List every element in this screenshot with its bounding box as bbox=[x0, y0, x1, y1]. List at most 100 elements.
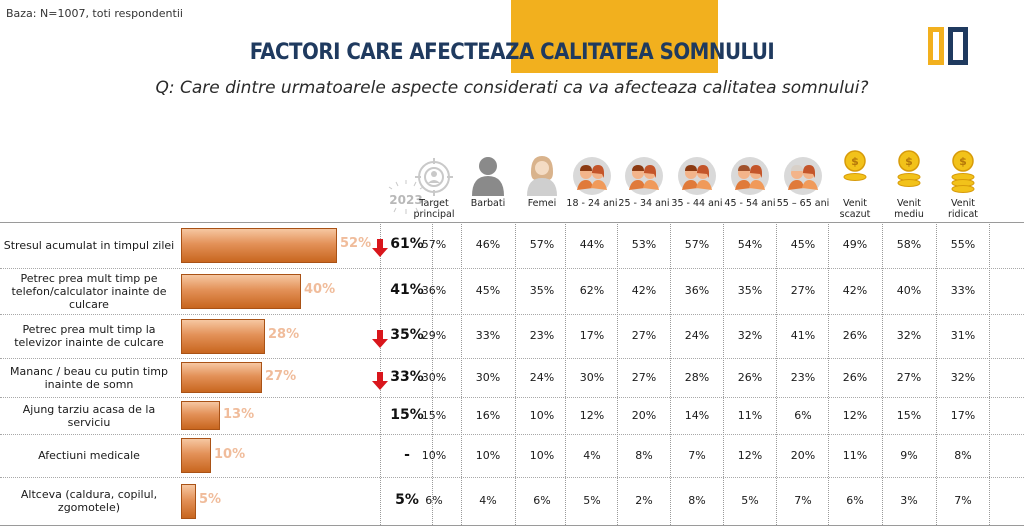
row-label: Mananc / beau cu putin timp inainte de s… bbox=[10, 364, 168, 391]
table-cell: 35% bbox=[737, 284, 763, 297]
column-header: Target principal bbox=[407, 150, 461, 220]
title-highlight-band bbox=[511, 0, 718, 73]
table-cell: 6% bbox=[533, 494, 551, 507]
column-divider bbox=[461, 222, 462, 525]
table-cell: 27% bbox=[790, 284, 816, 297]
man-icon bbox=[468, 150, 508, 196]
table-cell: 35% bbox=[529, 284, 555, 297]
row-label: Petrec prea mult timp pe telefon/calcula… bbox=[11, 271, 167, 311]
table-cell: 45% bbox=[790, 238, 816, 251]
table-cell: 7% bbox=[794, 494, 812, 507]
table-cell: 16% bbox=[475, 408, 501, 422]
column-divider bbox=[828, 222, 829, 525]
brand-logo-icon bbox=[928, 27, 968, 65]
column-label: 35 - 44 ani bbox=[671, 198, 723, 209]
table-cell: 24% bbox=[684, 329, 710, 342]
table-cell: 10% bbox=[421, 448, 447, 462]
couple-icon bbox=[624, 150, 664, 196]
table-cell: 15% bbox=[421, 408, 447, 422]
table-cell: 55% bbox=[950, 238, 976, 251]
bar-value-label: 10% bbox=[214, 446, 246, 462]
table-cell: 30% bbox=[579, 370, 605, 384]
column-divider bbox=[617, 222, 618, 525]
table-cell: 6% bbox=[846, 494, 864, 507]
bar bbox=[181, 483, 196, 519]
table-cell: 42% bbox=[842, 284, 868, 297]
table-cell: 30% bbox=[421, 370, 447, 384]
down-arrow-icon bbox=[372, 239, 388, 257]
table-cell: 12% bbox=[737, 448, 763, 462]
base-note: Baza: N=1007, toti respondentii bbox=[6, 7, 183, 20]
row-divider bbox=[0, 222, 1024, 223]
title-part-2: CALITATEA SOMNULUI bbox=[540, 40, 775, 65]
table-cell: 23% bbox=[529, 329, 555, 342]
target-group-icon bbox=[415, 150, 453, 196]
column-header: $ Venit mediu bbox=[882, 150, 936, 220]
bar-value-label: 28% bbox=[268, 327, 300, 342]
table-cell: 17% bbox=[950, 408, 976, 422]
column-divider bbox=[936, 222, 937, 525]
table-cell: 20% bbox=[790, 448, 816, 462]
value-2023: 5% bbox=[395, 492, 419, 508]
column-divider bbox=[882, 222, 883, 525]
bar bbox=[181, 401, 220, 430]
table-cell: 49% bbox=[842, 238, 868, 251]
coin-low-icon: $ bbox=[840, 150, 870, 196]
row-divider bbox=[0, 525, 1024, 526]
svg-text:$: $ bbox=[851, 155, 859, 168]
bar-value-label: 52% bbox=[340, 236, 372, 251]
svg-text:$: $ bbox=[905, 155, 913, 168]
table-cell: 33% bbox=[475, 329, 501, 342]
value-2023: - bbox=[404, 446, 410, 463]
table-cell: 10% bbox=[475, 448, 501, 462]
table-cell: 32% bbox=[950, 370, 976, 384]
table-cell: 46% bbox=[475, 238, 501, 251]
column-label: 55 – 65 ani bbox=[776, 198, 830, 209]
value-2023: 61% bbox=[390, 236, 424, 252]
table-cell: 27% bbox=[631, 370, 657, 384]
svg-text:$: $ bbox=[959, 155, 967, 168]
table-cell: 6% bbox=[425, 494, 443, 507]
row-label: Altceva (caldura, copilul, zgomotele) bbox=[20, 488, 158, 514]
table-cell: 26% bbox=[842, 370, 868, 384]
table-cell: 10% bbox=[529, 408, 555, 422]
table-cell: 24% bbox=[529, 370, 555, 384]
column-header: $ Venit ridicat bbox=[936, 150, 990, 220]
bar-value-label: 40% bbox=[304, 282, 336, 297]
table-cell: 14% bbox=[684, 408, 710, 422]
row-divider bbox=[0, 314, 1024, 315]
woman-icon bbox=[522, 150, 562, 196]
column-divider bbox=[776, 222, 777, 525]
table-cell: 57% bbox=[421, 238, 447, 251]
table-cell: 23% bbox=[790, 370, 816, 384]
column-divider bbox=[432, 222, 433, 525]
bar bbox=[181, 318, 265, 354]
column-header: 18 - 24 ani bbox=[565, 150, 619, 220]
bar-value-label: 5% bbox=[199, 492, 222, 507]
row-label: Afectiuni medicale bbox=[38, 449, 140, 462]
table-cell: 33% bbox=[950, 284, 976, 297]
value-2023: 35% bbox=[390, 327, 424, 343]
bar bbox=[181, 227, 337, 263]
table-cell: 7% bbox=[954, 494, 972, 507]
table-cell: 36% bbox=[684, 284, 710, 297]
coin-high-icon: $ bbox=[948, 150, 978, 196]
table-cell: 36% bbox=[421, 284, 447, 297]
row-divider bbox=[0, 477, 1024, 478]
table-cell: 28% bbox=[684, 370, 710, 384]
column-header: 45 - 54 ani bbox=[723, 150, 777, 220]
table-cell: 4% bbox=[583, 448, 601, 462]
column-divider bbox=[723, 222, 724, 525]
table-cell: 32% bbox=[737, 329, 763, 342]
table-cell: 10% bbox=[529, 448, 555, 462]
table-cell: 3% bbox=[900, 494, 918, 507]
year-2023-badge: 2023 bbox=[388, 180, 424, 214]
table-cell: 6% bbox=[794, 408, 812, 422]
table-cell: 27% bbox=[631, 329, 657, 342]
table-cell: 2% bbox=[635, 494, 653, 507]
table-cell: 57% bbox=[684, 238, 710, 251]
column-label: 18 - 24 ani bbox=[566, 198, 618, 209]
title-part-1: FACTORI CARE AFECTEAZA bbox=[249, 40, 535, 65]
column-label: Barbati bbox=[470, 198, 506, 209]
column-label: Target principal bbox=[413, 198, 455, 220]
